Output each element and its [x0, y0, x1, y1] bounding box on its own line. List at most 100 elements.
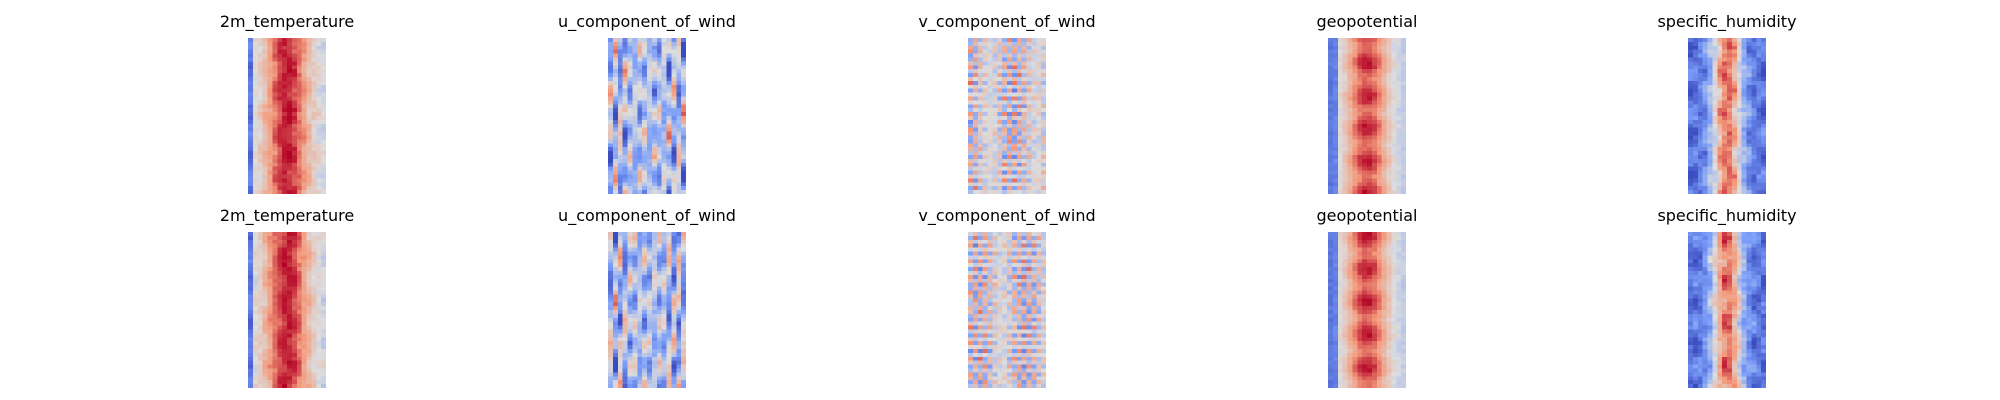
heatmap-cell [287, 147, 293, 152]
heatmap-cell [651, 267, 658, 272]
heatmap-cell [257, 259, 264, 264]
heatmap-cell [257, 341, 264, 346]
heatmap-cell [982, 333, 989, 338]
heatmap-cell [617, 41, 624, 47]
heatmap-cell [1401, 143, 1406, 148]
heatmap-cell [666, 38, 672, 43]
heatmap-cell [977, 282, 984, 288]
heatmap-cell [1707, 80, 1713, 86]
heatmap-cell [1756, 92, 1762, 97]
heatmap-cell [666, 73, 672, 78]
heatmap-cell [681, 116, 686, 121]
heatmap-cell [1031, 306, 1037, 311]
heatmap-cell [1692, 158, 1699, 164]
heatmap-cell [311, 255, 317, 260]
heatmap-cell [1401, 162, 1406, 168]
heatmap-cell [267, 96, 273, 101]
heatmap-cell [1401, 108, 1406, 113]
heatmap-cell [1352, 104, 1358, 109]
heatmap-cell [296, 178, 303, 183]
heatmap-cell [1722, 69, 1728, 74]
heatmap-cell [997, 84, 1003, 90]
heatmap-cell [1756, 45, 1762, 51]
heatmap-cell [321, 61, 326, 66]
heatmap-cell [651, 302, 658, 307]
heatmap-cell [262, 349, 269, 354]
heatmap-cell [1396, 116, 1402, 121]
heatmap-cell [311, 147, 317, 152]
heatmap-cell [267, 360, 273, 366]
heatmap-cell [1328, 57, 1334, 62]
heatmap-cell [968, 345, 974, 350]
heatmap-cell [651, 178, 658, 183]
heatmap-cell [277, 259, 283, 264]
heatmap-cell [296, 77, 303, 82]
heatmap-cell [1386, 108, 1392, 113]
heatmap-cell [1026, 251, 1032, 256]
heatmap-cell [1391, 116, 1397, 121]
heatmap-cell [1026, 100, 1032, 105]
heatmap-cell [257, 119, 264, 125]
heatmap-cell [321, 108, 326, 113]
heatmap-cell [647, 306, 653, 311]
heatmap-cell [1756, 170, 1762, 175]
heatmap-cell [272, 313, 278, 319]
heatmap-cell [637, 286, 643, 291]
heatmap-cell [637, 77, 643, 82]
heatmap-cell [1016, 88, 1023, 94]
heatmap-cell [1707, 162, 1713, 168]
heatmap-cell [1386, 65, 1392, 70]
heatmap-cell [257, 263, 264, 268]
heatmap-cell [977, 131, 984, 136]
heatmap-cell [1002, 298, 1008, 303]
heatmap-cell [1002, 313, 1008, 319]
heatmap-cell [311, 239, 317, 245]
heatmap-cell [1712, 108, 1718, 113]
heatmap-cell [248, 267, 254, 272]
heatmap-cell [612, 127, 619, 133]
heatmap-cell [1756, 190, 1762, 194]
heatmap-cell [1712, 147, 1718, 152]
heatmap-cell [1362, 84, 1368, 90]
heatmap-cell [612, 84, 619, 90]
heatmap-cell [306, 341, 312, 346]
heatmap-cell [282, 38, 288, 43]
heatmap-cell [612, 77, 619, 82]
heatmap-cell [267, 333, 273, 338]
heatmap-cell [262, 294, 269, 299]
heatmap-cell [681, 112, 686, 117]
heatmap-cell [296, 278, 303, 284]
heatmap-cell [257, 329, 264, 334]
heatmap-cell [1376, 45, 1383, 51]
heatmap-cell [972, 170, 979, 175]
heatmap-cell [1036, 49, 1042, 55]
heatmap-cell [1002, 345, 1008, 350]
heatmap-cell [1381, 182, 1388, 187]
heatmap-cell [637, 100, 643, 105]
heatmap-cell [666, 247, 672, 252]
heatmap-cell [622, 139, 629, 144]
heatmap-cell [676, 282, 682, 288]
heatmap-cell [656, 158, 663, 164]
heatmap-cell [321, 100, 326, 105]
heatmap-cell [311, 135, 317, 140]
heatmap-cell [1332, 116, 1339, 121]
heatmap-cell [982, 274, 989, 280]
heatmap-cell [272, 135, 278, 140]
heatmap-cell [647, 162, 653, 168]
heatmap-cell [1367, 131, 1373, 136]
heatmap-cell [272, 345, 278, 350]
heatmap-cell [647, 131, 653, 136]
heatmap-cell [1337, 61, 1344, 66]
heatmap-cell [1376, 170, 1383, 175]
heatmap-cell [277, 329, 283, 334]
heatmap-cell [972, 108, 979, 113]
heatmap-cell [647, 96, 653, 101]
heatmap-cell [656, 239, 663, 245]
heatmap-cell [968, 255, 974, 260]
heatmap-cell [992, 166, 998, 172]
heatmap-cell [301, 232, 308, 237]
heatmap-cell [1401, 65, 1406, 70]
heatmap-cell [272, 310, 278, 315]
heatmap-cell [1367, 69, 1373, 74]
